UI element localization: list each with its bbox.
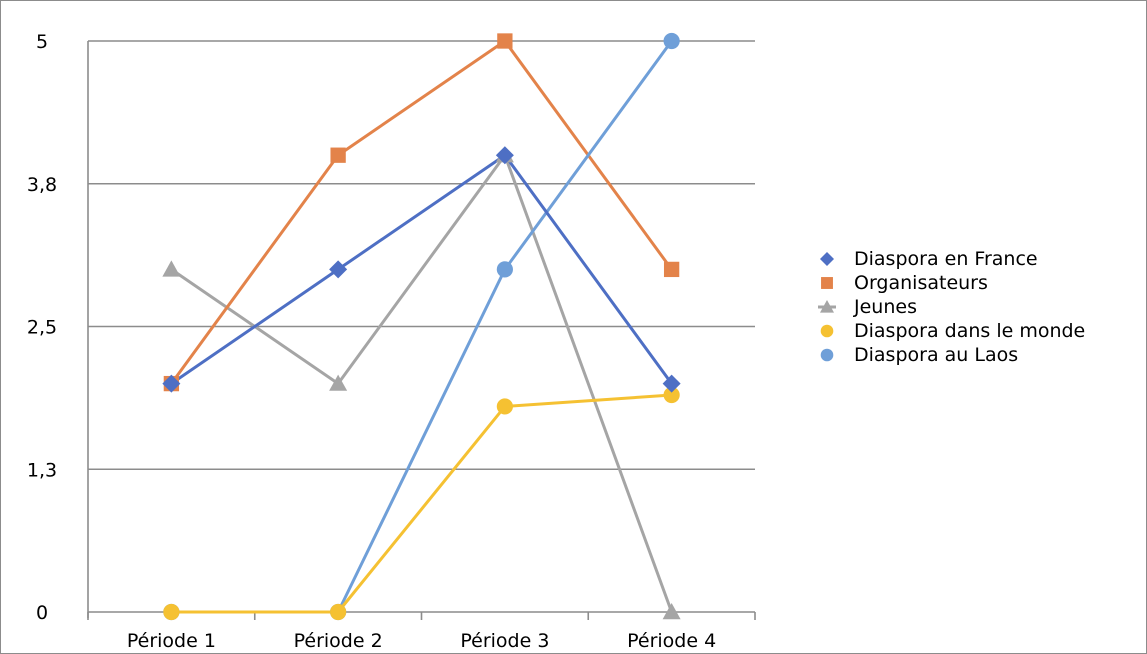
series-line <box>170 153 674 613</box>
data-point <box>163 603 180 621</box>
y-tick-label: 2,5 <box>27 317 57 339</box>
data-point <box>662 603 681 620</box>
legend-label: Diaspora au Laos <box>854 344 1018 366</box>
x-tick-label: Période 4 <box>627 630 716 652</box>
series-line <box>171 393 672 614</box>
data-point <box>496 398 513 415</box>
legend-swatch <box>820 252 834 266</box>
series-line <box>170 153 673 385</box>
legend-label: Organisateurs <box>854 272 988 294</box>
data-point <box>330 147 346 163</box>
x-tick-labels: Période 1 Période 2 Période 3 Période 4 <box>127 630 716 652</box>
legend-label: Jeunes <box>853 296 917 318</box>
y-tick-label: 1,3 <box>27 459 57 481</box>
data-point <box>662 374 681 393</box>
legend-label: Diaspora en France <box>854 248 1038 270</box>
legend-swatch <box>821 277 833 289</box>
legend-label: Diaspora dans le monde <box>854 320 1085 342</box>
legend-swatch <box>820 348 834 362</box>
data-point <box>663 386 680 404</box>
data-point <box>496 261 513 278</box>
data-point <box>162 374 181 393</box>
x-tick-label: Période 3 <box>460 630 549 652</box>
y-tick-labels: 0 1,3 2,5 3,8 5 <box>27 31 57 624</box>
axes <box>87 41 756 620</box>
series-markers <box>162 32 681 621</box>
y-tick-label: 5 <box>36 31 48 53</box>
y-tick-label: 0 <box>36 602 48 624</box>
data-point <box>663 261 680 278</box>
data-point <box>329 374 348 391</box>
data-point <box>663 32 680 50</box>
series-lines <box>170 39 674 614</box>
legend-swatch <box>820 324 834 338</box>
data-point <box>162 260 181 277</box>
gridlines <box>88 40 755 471</box>
data-point <box>330 603 347 621</box>
data-point <box>329 260 348 279</box>
data-point <box>497 33 513 49</box>
data-point <box>495 146 514 165</box>
legend: Diaspora en FranceOrganisateursJeunesDia… <box>818 248 1085 366</box>
x-tick-label: Période 2 <box>294 630 383 652</box>
y-tick-label: 3,8 <box>27 174 57 196</box>
legend-swatch <box>820 300 834 313</box>
x-tick-label: Période 1 <box>127 630 216 652</box>
